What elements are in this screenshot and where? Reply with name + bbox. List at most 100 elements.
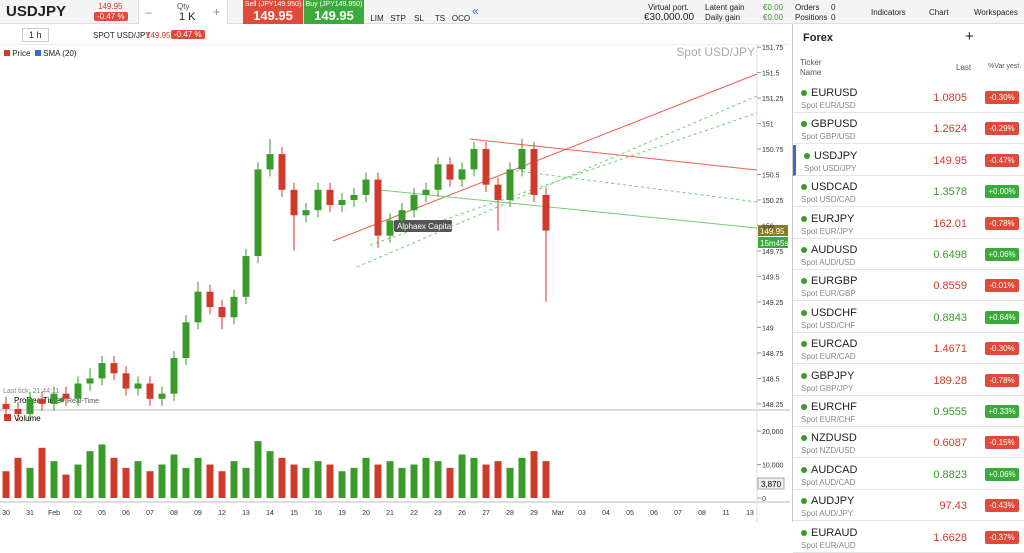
watchlist-row[interactable]: GBPJPY Spot GBP/JPY 189.28 -0.78% bbox=[793, 365, 1024, 396]
watchlist-row[interactable]: AUDCAD Spot AUD/CAD 0.8823 +0.06% bbox=[793, 459, 1024, 490]
watchlist-row[interactable]: EURUSD Spot EUR/USD 1.0805 -0.30% bbox=[793, 82, 1024, 113]
candle-body bbox=[38, 398, 46, 404]
candle-body bbox=[110, 363, 118, 374]
buy-button[interactable]: Buy (JPY149.950) 149.95 bbox=[304, 0, 364, 24]
watchlist-row[interactable]: EURGBP Spot EUR/GBP 0.8559 -0.01% bbox=[793, 270, 1024, 302]
status-dot bbox=[804, 152, 810, 159]
change-badge: -0.47% bbox=[985, 153, 1019, 167]
feed: Real-Time bbox=[67, 398, 99, 405]
candle-body bbox=[314, 189, 322, 211]
candle-body bbox=[506, 169, 514, 200]
candle-body bbox=[182, 322, 190, 359]
trend-line bbox=[379, 189, 758, 229]
watchlist-row[interactable]: AUDUSD Spot AUD/USD 0.6498 +0.06% bbox=[793, 239, 1024, 270]
change-badge: +0.00% bbox=[985, 185, 1019, 199]
symbol[interactable]: USDJPY bbox=[6, 3, 67, 20]
instrument-name: Spot USD/JPY bbox=[804, 163, 857, 173]
watchlist-row[interactable]: EURAUD Spot EUR/AUD 1.6628 -0.37% bbox=[793, 522, 1024, 553]
watchlist-row[interactable]: AUDJPY Spot AUD/JPY 97.43 -0.43% bbox=[793, 490, 1024, 522]
order-type[interactable]: SL bbox=[414, 14, 424, 23]
candle-body bbox=[74, 383, 82, 399]
change-badge: -0.78% bbox=[985, 216, 1019, 230]
instrument-name: Spot EUR/USD bbox=[801, 101, 856, 110]
volume-bar bbox=[266, 451, 274, 498]
volume-bar bbox=[374, 464, 382, 498]
instrument-name: Spot EUR/GBP bbox=[801, 289, 856, 299]
order-type[interactable]: STP bbox=[390, 14, 406, 23]
candle-body bbox=[422, 189, 430, 195]
last-price: 0.6498 bbox=[933, 249, 967, 261]
add[interactable]: + bbox=[965, 28, 974, 45]
candle-body bbox=[530, 149, 538, 195]
candle-body bbox=[362, 179, 370, 195]
collapse[interactable]: « bbox=[472, 4, 479, 18]
chart-button[interactable]: Chart bbox=[929, 8, 949, 17]
last-price: 0.8823 bbox=[933, 468, 967, 481]
x-tick-label: 12 bbox=[218, 510, 226, 517]
pos-label: Positions bbox=[795, 13, 828, 22]
status-dot bbox=[801, 404, 807, 410]
watchlist-row[interactable]: EURCAD Spot EUR/CAD 1.4671 -0.30% bbox=[793, 333, 1024, 365]
last-tick: Last tick: 21:44:11 bbox=[3, 388, 59, 395]
last-price: 189.28 bbox=[933, 374, 967, 387]
candle-body bbox=[50, 393, 58, 404]
order-type[interactable]: TS bbox=[434, 14, 446, 23]
toolbar-price: 149.95 bbox=[146, 31, 171, 40]
x-tick-label: 07 bbox=[674, 510, 682, 517]
sell-button[interactable]: Sell (JPY149.950) 149.95 bbox=[243, 0, 303, 24]
order-type[interactable]: LIM bbox=[370, 14, 384, 23]
col-name: Name bbox=[800, 68, 822, 77]
x-tick-label: 28 bbox=[506, 510, 514, 517]
lg-label: Latent gain bbox=[705, 3, 745, 12]
y-tick-label: 151.25 bbox=[762, 96, 784, 103]
x-tick-label: 03 bbox=[578, 510, 586, 517]
x-tick-label: 15 bbox=[290, 510, 298, 517]
volume-bar bbox=[134, 461, 142, 498]
y-tick-label: 151.75 bbox=[762, 45, 784, 52]
instrument-name: Spot AUD/JPY bbox=[801, 509, 854, 519]
candle-body bbox=[266, 154, 274, 170]
volume-bar bbox=[110, 457, 118, 498]
y-tick-label: 148.75 bbox=[762, 351, 784, 358]
candle-body bbox=[14, 408, 22, 415]
qty-box[interactable]: Qty 1 K − + bbox=[138, 0, 228, 24]
watchlist-row[interactable]: EURCHF Spot EUR/CHF 0.9555 +0.33% bbox=[793, 396, 1024, 427]
watchlist-row[interactable]: USDCHF Spot USD/CHF 0.8843 +0.64% bbox=[793, 302, 1024, 333]
workspaces-button[interactable]: Workspaces bbox=[974, 8, 1018, 17]
x-tick-label: 16 bbox=[314, 510, 322, 517]
instrument-name: Spot EUR/CHF bbox=[801, 415, 856, 424]
top-bar: USDJPY 149.95 -0.47 % Qty 1 K − + Sell (… bbox=[0, 0, 1024, 24]
trend-line bbox=[356, 95, 758, 268]
watchlist-row[interactable]: USDCAD Spot USD/CAD 1.3578 +0.00% bbox=[793, 176, 1024, 208]
candle-body bbox=[290, 189, 298, 216]
volume-bar bbox=[482, 464, 490, 498]
legend: Price SMA (20) bbox=[4, 49, 77, 58]
indicators-button[interactable]: Indicators bbox=[871, 8, 906, 17]
trend-line bbox=[469, 138, 758, 171]
watchlist-row[interactable]: USDJPY Spot USD/JPY 149.95 -0.47% bbox=[793, 144, 1024, 176]
order-type[interactable]: OCO bbox=[451, 14, 471, 23]
watchlist-row[interactable]: NZDUSD Spot NZD/USD 0.6087 -0.15% bbox=[793, 427, 1024, 459]
watchlist: Forex + Ticker Name Last %Var yest. EURU… bbox=[792, 24, 1024, 553]
candle-body bbox=[230, 296, 238, 318]
candle-body bbox=[86, 378, 94, 384]
status-dot bbox=[801, 466, 807, 473]
watchlist-row[interactable]: GBPUSD Spot GBP/USD 1.2624 -0.29% bbox=[793, 113, 1024, 145]
ticker: EURAUD bbox=[811, 526, 858, 539]
candle-body bbox=[386, 220, 394, 236]
timeframe[interactable]: 1 h bbox=[22, 28, 49, 42]
instrument-name: Spot GBP/USD bbox=[801, 132, 856, 142]
volume-bar bbox=[218, 471, 226, 498]
ticker: AUDUSD bbox=[811, 244, 858, 256]
watchlist-title[interactable]: Forex bbox=[803, 32, 833, 44]
change-badge: +0.06% bbox=[985, 248, 1019, 261]
plus[interactable]: + bbox=[213, 5, 221, 19]
minus[interactable]: − bbox=[145, 6, 153, 20]
qty-label: Qty bbox=[177, 2, 190, 11]
watchlist-row[interactable]: EURJPY Spot EUR/JPY 162.01 -0.78% bbox=[793, 208, 1024, 239]
volume-icon bbox=[4, 414, 11, 421]
x-tick-label: 27 bbox=[482, 510, 490, 517]
candle-body bbox=[146, 383, 154, 399]
countdown: 15m45s bbox=[760, 239, 788, 248]
x-tick-label: Feb bbox=[48, 510, 60, 517]
